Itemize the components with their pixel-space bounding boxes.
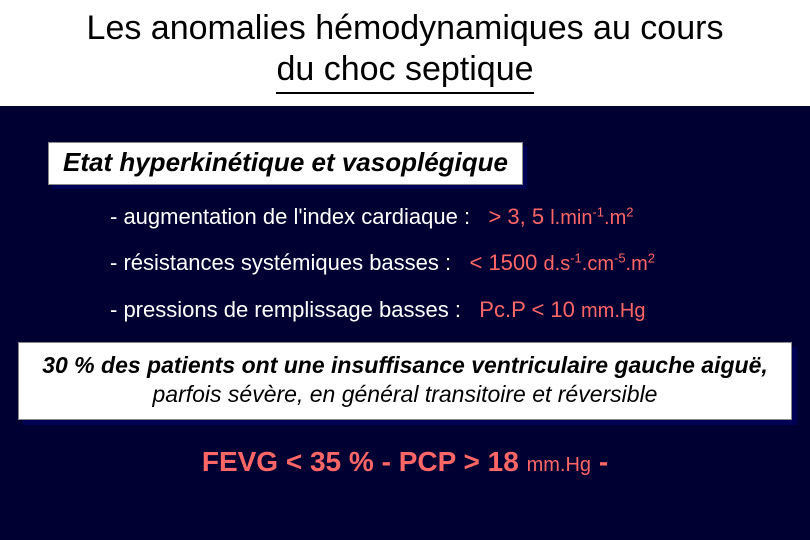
bullet-list: - augmentation de l'index cardiaque : > … (110, 203, 810, 325)
bullet-label: - augmentation de l'index cardiaque : (110, 204, 470, 229)
title-box: Les anomalies hémodynamiques au cours du… (0, 0, 810, 106)
bullet-unit: l.min-1.m2 (550, 207, 633, 229)
callout-box: 30 % des patients ont une insuffisance v… (18, 342, 792, 420)
bottom-text: FEVG < 35 % - PCP > 18 mm.Hg - (202, 446, 608, 477)
bullet-item: - augmentation de l'index cardiaque : > … (110, 203, 810, 232)
bottom-line: FEVG < 35 % - PCP > 18 mm.Hg - (0, 446, 810, 478)
bullet-label: - pressions de remplissage basses : (110, 297, 461, 322)
bullet-item: - pressions de remplissage basses : Pc.P… (110, 296, 810, 325)
title-line2: du choc septique (276, 49, 533, 94)
slide-title: Les anomalies hémodynamiques au cours du… (20, 8, 790, 94)
bullet-value: Pc.P < 10 (479, 297, 575, 322)
bullet-label: - résistances systémiques basses : (110, 250, 451, 275)
callout-rest: parfois sévère, en général transitoire e… (153, 381, 658, 407)
callout-wrap: 30 % des patients ont une insuffisance v… (18, 342, 792, 420)
subtitle-box: Etat hyperkinétique et vasoplégique (48, 142, 523, 185)
bullet-unit: d.s-1.cm-5.m2 (544, 253, 655, 275)
callout-bold: 30 % des patients ont une insuffisance v… (42, 352, 768, 378)
bullet-item: - résistances systémiques basses : < 150… (110, 249, 810, 278)
title-line1: Les anomalies hémodynamiques au cours (87, 9, 724, 47)
bullet-unit: mm.Hg (581, 300, 645, 322)
bullet-value: > 3, 5 (488, 204, 544, 229)
callout-text: 30 % des patients ont une insuffisance v… (37, 351, 773, 409)
subtitle-text: Etat hyperkinétique et vasoplégique (63, 147, 508, 177)
bullet-value: < 1500 (469, 250, 537, 275)
